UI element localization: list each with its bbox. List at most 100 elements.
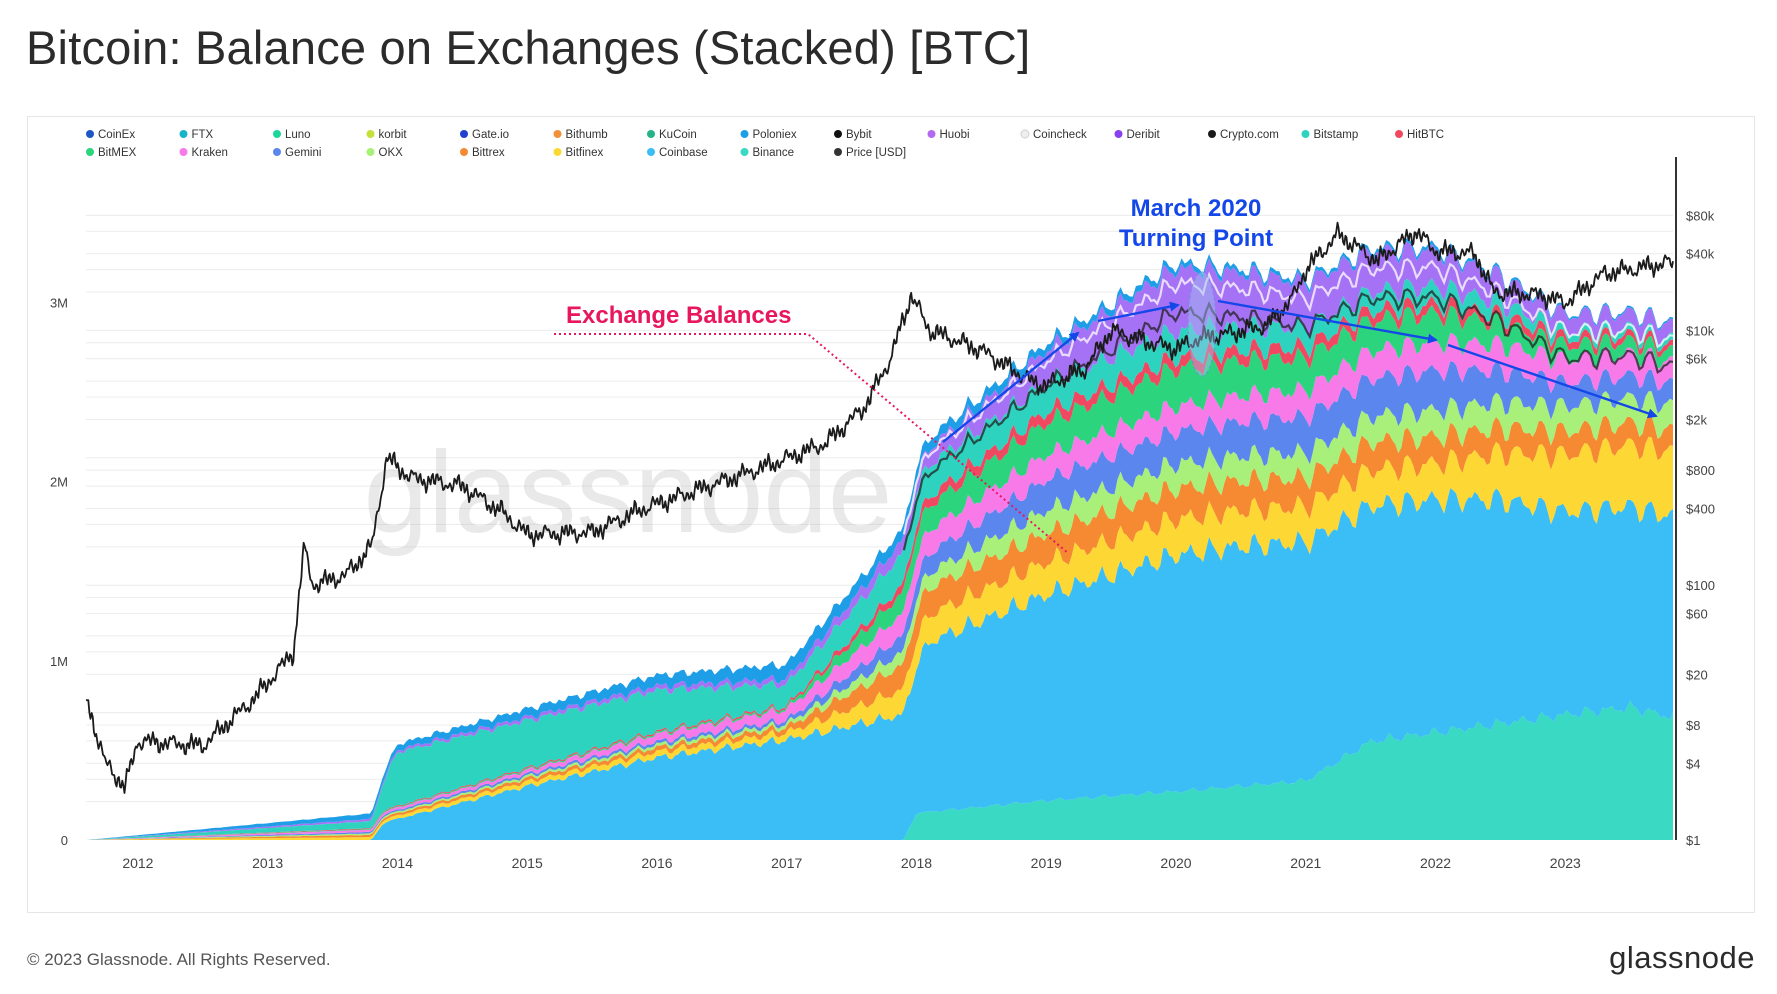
- chart-legend: CoinEx FTX Luno korbit Gate.io Bithumb KuCoin P…: [86, 129, 1444, 159]
- legend-item: Bithumb: [553, 129, 608, 141]
- legend-item: KuCoin: [647, 129, 697, 141]
- x-tick-label: 2019: [1031, 855, 1062, 871]
- legend-label: Huobi: [940, 129, 970, 141]
- legend-swatch: [179, 130, 188, 138]
- y-left-tick-label: 3M: [50, 295, 68, 310]
- legend-swatch: [647, 148, 655, 156]
- y-right-tick-label: $8: [1686, 718, 1700, 733]
- legend-item: OKX: [366, 147, 404, 159]
- area-bitfinex: [86, 436, 1673, 840]
- x-tick-label: 2015: [512, 855, 543, 871]
- legend-swatch: [273, 130, 281, 138]
- legend-label: Poloniex: [753, 129, 797, 141]
- legend-item: Crypto.com: [1208, 129, 1279, 141]
- x-tick-label: 2012: [122, 855, 153, 871]
- price-line: [85, 221, 1674, 794]
- legend-item: korbit: [366, 129, 407, 141]
- legend-label: Coinbase: [659, 147, 708, 159]
- legend-label: Gate.io: [472, 129, 509, 141]
- legend-swatch: [553, 148, 562, 156]
- legend-item: Huobi: [927, 129, 970, 141]
- legend-swatch: [86, 148, 94, 156]
- legend-label: Gemini: [285, 147, 321, 159]
- legend-item: Bitstamp: [1301, 129, 1359, 141]
- x-tick-label: 2013: [252, 855, 283, 871]
- trend-arrow: [1217, 299, 1438, 344]
- legend-swatch: [1208, 130, 1216, 138]
- area-coinbase: [86, 488, 1673, 840]
- legend-label: Crypto.com: [1220, 129, 1279, 141]
- chart-annotations: Exchange Balances March 2020 Turning Point: [554, 195, 1658, 554]
- legend-item: Coincheck: [1020, 129, 1087, 141]
- area-binance: [86, 700, 1673, 840]
- legend-label: Bitfinex: [566, 147, 604, 159]
- legend-swatch: [179, 148, 188, 156]
- legend-swatch: [834, 130, 842, 138]
- legend-label: BitMEX: [98, 147, 137, 159]
- legend-label: Price [USD]: [846, 147, 906, 159]
- legend-swatch: [1395, 130, 1403, 138]
- legend-item: Bybit: [834, 129, 872, 141]
- legend-label: Bitstamp: [1314, 129, 1359, 141]
- legend-item: Gate.io: [460, 129, 509, 141]
- legend-label: Kraken: [192, 147, 228, 159]
- legend-item: Binance: [740, 147, 795, 159]
- y-right-tick-label: $4: [1686, 756, 1700, 771]
- area-band-line: [902, 258, 1674, 535]
- legend-swatch: [927, 130, 936, 138]
- legend-label: Binance: [753, 147, 795, 159]
- x-tick-label: 2017: [771, 855, 802, 871]
- legend-item: Kraken: [179, 147, 228, 159]
- legend-swatch: [1114, 130, 1123, 138]
- y-right-tick-label: $1: [1686, 833, 1700, 848]
- legend-swatch: [1020, 129, 1030, 139]
- legend-label: KuCoin: [659, 129, 697, 141]
- y-left-tick-label: 1M: [50, 654, 68, 669]
- y-right-tick-label: $100: [1686, 578, 1715, 593]
- y-left-tick-label: 2M: [50, 475, 68, 490]
- x-tick-label: 2021: [1290, 855, 1321, 871]
- y-right-tick-label: $6k: [1686, 352, 1707, 367]
- area-band-line: [902, 288, 1674, 551]
- legend-swatch: [1301, 130, 1310, 138]
- legend-swatch: [460, 130, 468, 138]
- legend-label: Bybit: [846, 129, 872, 141]
- legend-label: Bithumb: [566, 129, 608, 141]
- annotation-turning-point-line: March 2020: [1131, 195, 1262, 222]
- legend-item: CoinEx: [86, 129, 135, 141]
- legend-label: Deribit: [1127, 129, 1161, 141]
- legend-item: HitBTC: [1395, 129, 1444, 141]
- legend-item: Bitfinex: [553, 147, 604, 159]
- legend-swatch: [553, 130, 562, 138]
- legend-label: Luno: [285, 129, 311, 141]
- legend-swatch: [273, 148, 281, 156]
- legend-item: Coinbase: [647, 147, 708, 159]
- legend-item: Price [USD]: [834, 147, 906, 159]
- legend-label: OKX: [379, 147, 404, 159]
- legend-item: Luno: [273, 129, 311, 141]
- trend-arrow: [1097, 301, 1180, 323]
- chart-svg: CoinEx FTX Luno korbit Gate.io Bithumb KuCoin P…: [50, 129, 1715, 871]
- y-right-tick-label: $60: [1686, 606, 1708, 621]
- x-tick-label: 2014: [382, 855, 413, 871]
- legend-swatch: [366, 130, 375, 138]
- legend-label: Coincheck: [1033, 129, 1087, 141]
- area-deribit-huobi: [86, 241, 1673, 841]
- price-usd-line: [85, 221, 1674, 794]
- turning-point-highlight: [1187, 271, 1217, 377]
- legend-item: Bittrex: [460, 147, 505, 159]
- page-title: Bitcoin: Balance on Exchanges (Stacked) …: [26, 21, 1031, 74]
- y-right-tick-label: $40k: [1686, 247, 1715, 262]
- trend-arrow: [1447, 343, 1658, 419]
- legend-label: Bittrex: [472, 147, 505, 159]
- trend-arrow: [942, 331, 1080, 443]
- footer-brand-logo: glassnode: [1609, 940, 1755, 975]
- legend-item: FTX: [179, 129, 214, 141]
- legend-swatch: [647, 130, 655, 138]
- legend-item: Poloniex: [740, 129, 797, 141]
- chart-panel: CoinEx FTX Luno korbit Gate.io Bithumb KuCoin P…: [27, 116, 1755, 913]
- annotation-turning-point-line: Turning Point: [1119, 225, 1273, 252]
- x-tick-label: 2022: [1420, 855, 1451, 871]
- x-tick-label: 2023: [1550, 855, 1581, 871]
- legend-swatch: [740, 148, 749, 156]
